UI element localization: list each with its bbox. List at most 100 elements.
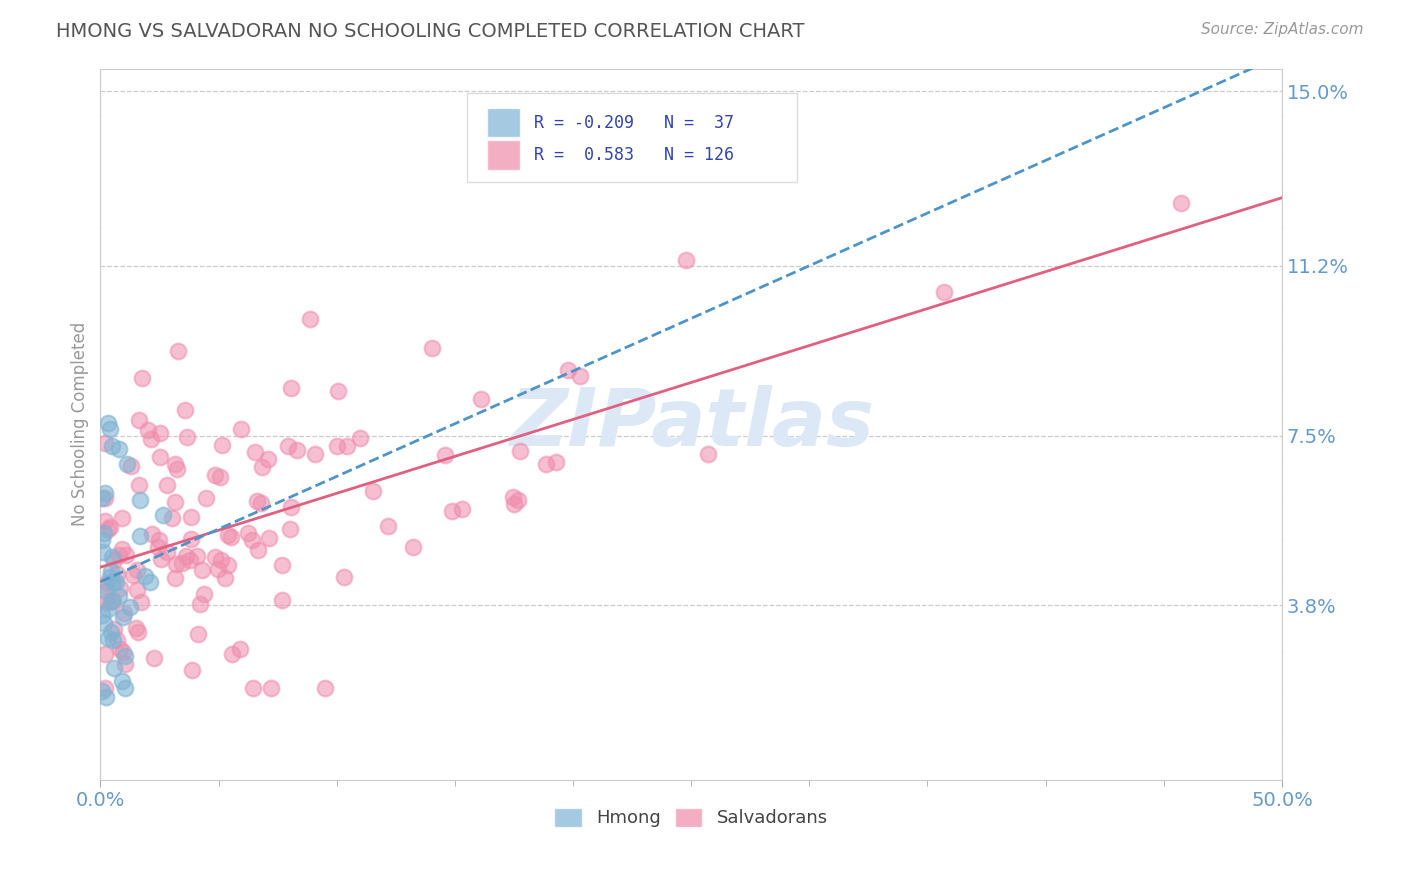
Point [97, 522, 120, 536]
Point [98, 422, 121, 436]
Point [204, 468, 226, 483]
Point [166, 462, 188, 476]
Point [103, 622, 125, 636]
Point [188, 597, 211, 611]
Point [250, 496, 273, 510]
Point [160, 511, 183, 525]
Point [94, 514, 117, 528]
Point [110, 673, 132, 688]
Point [128, 413, 150, 427]
Point [675, 252, 697, 267]
Point [108, 581, 131, 595]
Point [93, 486, 115, 500]
Point [209, 552, 232, 566]
Point [180, 532, 202, 546]
Point [349, 431, 371, 445]
Point [111, 645, 134, 659]
Point [105, 633, 128, 648]
Point [155, 478, 177, 492]
Point [207, 562, 229, 576]
Point [176, 429, 198, 443]
Point [219, 530, 242, 544]
Point [377, 519, 399, 533]
Point [256, 451, 278, 466]
Point [569, 368, 592, 383]
Point [697, 447, 720, 461]
Point [94, 681, 117, 695]
Point [246, 494, 269, 508]
Point [180, 510, 202, 524]
Point [90, 491, 112, 505]
Point [127, 564, 149, 578]
Point [112, 610, 135, 624]
Point [129, 492, 152, 507]
Point [257, 531, 280, 545]
Text: R =  0.583   N = 126: R = 0.583 N = 126 [534, 146, 734, 164]
Point [98, 520, 121, 534]
Point [148, 540, 170, 554]
Point [93, 525, 115, 540]
Point [174, 549, 197, 563]
Point [104, 574, 127, 589]
Point [451, 501, 474, 516]
Point [195, 491, 218, 505]
Point [100, 550, 122, 565]
Point [165, 495, 187, 509]
Text: R = -0.209   N =  37: R = -0.209 N = 37 [534, 113, 734, 131]
Point [114, 681, 136, 695]
Point [148, 533, 170, 547]
Point [509, 443, 531, 458]
Point [112, 607, 135, 621]
Point [440, 504, 463, 518]
Point [120, 600, 142, 615]
Text: Source: ZipAtlas.com: Source: ZipAtlas.com [1201, 22, 1364, 37]
Point [503, 497, 526, 511]
Point [90, 684, 112, 698]
Point [172, 557, 194, 571]
Point [131, 595, 153, 609]
Point [217, 558, 239, 572]
Text: HMONG VS SALVADORAN NO SCHOOLING COMPLETED CORRELATION CHART: HMONG VS SALVADORAN NO SCHOOLING COMPLET… [56, 22, 804, 41]
Point [280, 500, 302, 514]
Point [101, 593, 124, 607]
Point [114, 657, 136, 672]
Point [270, 558, 292, 573]
Point [108, 548, 131, 562]
Point [221, 647, 243, 661]
Point [240, 533, 263, 548]
Point [277, 439, 299, 453]
Point [127, 625, 149, 640]
Point [1170, 195, 1192, 210]
Point [209, 469, 232, 483]
Point [108, 642, 131, 657]
Point [149, 450, 172, 464]
Point [97, 416, 120, 430]
Point [134, 568, 156, 582]
Point [129, 529, 152, 543]
Point [402, 541, 425, 555]
Point [163, 458, 186, 472]
Point [155, 545, 177, 559]
Point [165, 558, 187, 572]
Point [103, 661, 125, 675]
Text: ZIPatlas: ZIPatlas [509, 385, 873, 463]
Point [181, 663, 204, 677]
Point [191, 564, 214, 578]
Point [211, 437, 233, 451]
Point [103, 552, 125, 566]
Point [285, 443, 308, 458]
Point [557, 363, 579, 377]
Point [298, 312, 321, 326]
Point [94, 595, 117, 609]
Point [231, 422, 253, 436]
Point [544, 455, 567, 469]
Point [114, 648, 136, 663]
Point [152, 508, 174, 522]
Point [280, 381, 302, 395]
Point [136, 424, 159, 438]
Point [187, 626, 209, 640]
Point [139, 575, 162, 590]
Point [534, 458, 557, 472]
Point [214, 571, 236, 585]
Point [90, 607, 112, 622]
